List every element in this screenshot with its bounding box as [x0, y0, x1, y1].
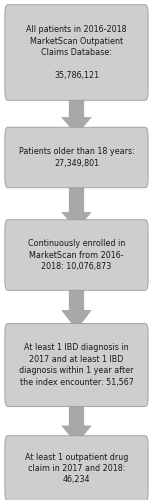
FancyArrow shape: [61, 92, 92, 135]
Text: At least 1 IBD diagnosis in
2017 and at least 1 IBD
diagnosis within 1 year afte: At least 1 IBD diagnosis in 2017 and at …: [19, 344, 134, 386]
Text: Continuously enrolled in
MarketScan from 2016-
2018: 10,076,873: Continuously enrolled in MarketScan from…: [28, 239, 125, 271]
FancyArrow shape: [61, 400, 92, 444]
FancyArrow shape: [61, 282, 92, 330]
FancyBboxPatch shape: [5, 436, 148, 500]
FancyArrow shape: [61, 188, 92, 230]
FancyBboxPatch shape: [5, 5, 148, 100]
Text: At least 1 outpatient drug
claim in 2017 and 2018:
46,234: At least 1 outpatient drug claim in 2017…: [25, 452, 128, 484]
Text: Patients older than 18 years:
27,349,801: Patients older than 18 years: 27,349,801: [19, 148, 134, 168]
FancyBboxPatch shape: [5, 324, 148, 406]
FancyBboxPatch shape: [5, 127, 148, 188]
FancyBboxPatch shape: [5, 220, 148, 290]
Text: All patients in 2016-2018
MarketScan Outpatient
Claims Database:

35,786,121: All patients in 2016-2018 MarketScan Out…: [26, 25, 127, 80]
